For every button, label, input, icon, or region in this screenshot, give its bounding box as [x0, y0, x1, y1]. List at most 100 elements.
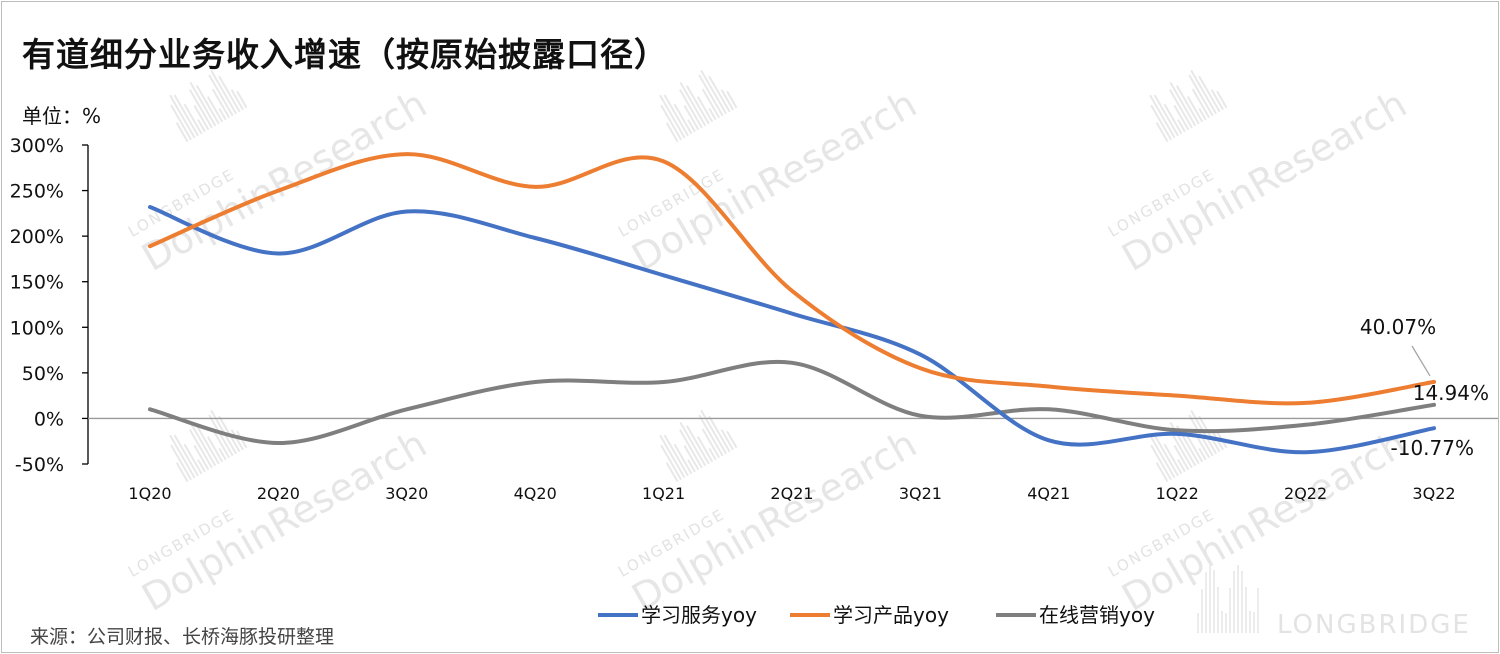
footer-logo-bar — [1201, 589, 1203, 633]
watermark-bar — [1169, 429, 1193, 469]
watermark-logo-icon — [1149, 69, 1228, 143]
legend-label: 学习产品yoy — [833, 603, 949, 627]
watermark-bar — [173, 94, 199, 137]
y-tick-label: 150% — [10, 272, 64, 294]
data-labels: 40.07% 14.94% -10.77% — [1360, 315, 1489, 460]
watermark-bar — [1149, 434, 1176, 479]
watermark-bar — [175, 122, 189, 143]
watermark-bar — [1186, 436, 1204, 463]
unit-label: 单位：% — [22, 104, 102, 128]
watermark-bar — [701, 88, 721, 119]
watermark-bar — [230, 89, 244, 111]
footer-logo-bar — [1241, 571, 1243, 633]
watermark-bar — [1173, 104, 1190, 131]
watermark-bar — [720, 89, 734, 111]
watermark-bar — [708, 107, 717, 121]
watermark-logo-icon — [1149, 409, 1228, 483]
watermark-bar — [673, 443, 693, 475]
x-tick-label: 3Q21 — [899, 484, 942, 503]
watermark-bar — [1169, 81, 1197, 127]
watermark-bar — [206, 436, 224, 463]
series-line-1 — [148, 152, 1436, 406]
watermark-bar — [665, 462, 679, 483]
watermark-bar — [673, 103, 693, 135]
watermark-bar — [197, 459, 206, 473]
legend: 学习服务yoy 学习产品yoy 在线营销yoy — [598, 603, 1155, 627]
watermark-bar — [665, 122, 679, 143]
watermark-bar — [1191, 88, 1211, 119]
footer-logo-text: LONGBRIDGE — [1277, 610, 1471, 640]
watermark-bar — [218, 447, 227, 461]
legend-label: 学习服务yoy — [641, 603, 757, 627]
watermark-logo-icon — [659, 409, 738, 483]
watermark-bar — [683, 444, 700, 471]
watermark-bar — [208, 74, 234, 117]
watermark-bar — [189, 89, 213, 129]
watermark-bar — [170, 104, 192, 141]
footer-logo-bar — [1229, 588, 1231, 633]
y-tick-label: 0% — [34, 408, 64, 430]
y-tick-label: 300% — [10, 135, 64, 157]
watermark-bar — [659, 434, 686, 479]
watermark-bar — [683, 104, 700, 131]
watermark-bar — [189, 421, 217, 467]
x-tick-label: 1Q22 — [1156, 484, 1199, 503]
watermark-bar — [1177, 119, 1186, 133]
watermark-bar — [195, 85, 220, 125]
watermark-bar — [169, 94, 196, 139]
watermark-bar — [660, 444, 682, 481]
footer-logo-bar — [1249, 611, 1251, 633]
watermark-bar — [659, 94, 686, 139]
x-tick-label: 2Q20 — [257, 484, 300, 503]
watermark-bar — [210, 69, 238, 115]
watermark-bar — [218, 75, 241, 113]
watermark-logo-icon — [169, 409, 248, 483]
watermark-bar — [183, 443, 203, 475]
watermark-bar — [679, 89, 703, 129]
axes: -50% 0% 50% 100% 150% 200% 250% 300% 1Q20 2Q20 3Q2… — [10, 135, 1498, 503]
watermark-bar — [1150, 444, 1172, 481]
footer-logo-bar — [1245, 587, 1247, 633]
footer-logo-bar — [1257, 588, 1259, 633]
footer-logo-bar — [1209, 565, 1211, 633]
watermark-bar — [687, 119, 696, 133]
footer-logo-bar — [1217, 587, 1219, 633]
watermark-bar — [183, 103, 203, 135]
footer-logo-bar — [1253, 612, 1255, 633]
watermark-bar — [1163, 443, 1183, 475]
watermark-bar — [1169, 89, 1193, 129]
watermark-bar — [193, 444, 210, 471]
watermark-bar — [720, 429, 734, 451]
watermark-bar — [698, 414, 724, 457]
y-tick-label: 200% — [10, 226, 64, 248]
data-label-leader — [1411, 345, 1431, 377]
watermark-bar — [701, 428, 721, 459]
source-note: 来源：公司财报、长桥海豚投研整理 — [30, 626, 335, 648]
series-line-0 — [148, 205, 1436, 455]
watermark-bar — [1163, 103, 1183, 135]
watermark-bar — [700, 409, 728, 455]
x-tick-label: 1Q21 — [642, 484, 685, 503]
y-tick-label: 250% — [10, 181, 64, 203]
legend-label: 在线营销yoy — [1039, 603, 1155, 627]
watermark-bar — [211, 88, 231, 119]
watermark-bar — [1149, 94, 1176, 139]
watermark-bar — [170, 444, 192, 481]
watermark-bar — [1155, 122, 1169, 143]
watermark-bar — [708, 75, 731, 113]
chart-title: 有道细分业务收入增速（按原始披露口径） — [22, 35, 668, 74]
watermark-bar — [679, 421, 707, 467]
legend-item: 学习产品yoy — [790, 603, 949, 627]
watermark-bar — [236, 90, 248, 109]
watermark-bar — [1198, 75, 1221, 113]
data-label: 40.07% — [1360, 315, 1436, 339]
y-tick-label: -50% — [15, 454, 64, 476]
watermark-bar — [206, 96, 224, 123]
watermark-bar — [208, 414, 234, 457]
